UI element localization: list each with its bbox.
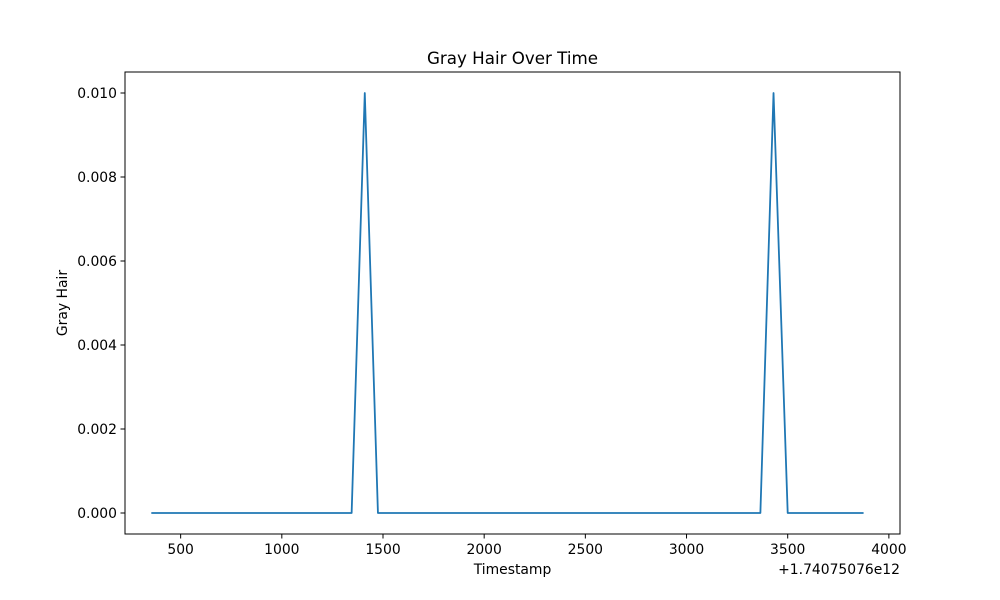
x-tick-label: 4000 <box>871 542 906 558</box>
axes-frame <box>124 71 901 535</box>
y-tick-label: 0.010 <box>77 86 117 102</box>
x-axis-offset-label: +1.74075076e12 <box>778 562 900 578</box>
y-tick-label: 0.008 <box>77 170 117 186</box>
y-tick-label: 0.000 <box>77 506 117 522</box>
x-tick-label: 3000 <box>669 542 704 558</box>
x-axis-ticks: 500 1000 1500 2000 2500 3000 3500 4000 <box>167 534 907 558</box>
plot-area <box>151 92 864 514</box>
y-axis-ticks: 0.000 0.002 0.004 0.006 0.008 0.010 <box>77 86 125 522</box>
x-tick-label: 500 <box>167 542 194 558</box>
chart-title: Gray Hair Over Time <box>427 48 598 68</box>
x-tick-label: 1500 <box>365 542 400 558</box>
x-tick-label: 2000 <box>466 542 501 558</box>
x-axis-label: Timestamp <box>473 562 552 578</box>
x-tick-label: 2500 <box>568 542 603 558</box>
x-tick-label: 3500 <box>770 542 805 558</box>
y-tick-label: 0.002 <box>77 422 117 438</box>
x-tick-label: 1000 <box>264 542 299 558</box>
y-axis-label: Gray Hair <box>55 270 71 336</box>
series-line <box>151 92 864 514</box>
y-tick-label: 0.006 <box>77 254 117 270</box>
y-tick-label: 0.004 <box>77 338 117 354</box>
